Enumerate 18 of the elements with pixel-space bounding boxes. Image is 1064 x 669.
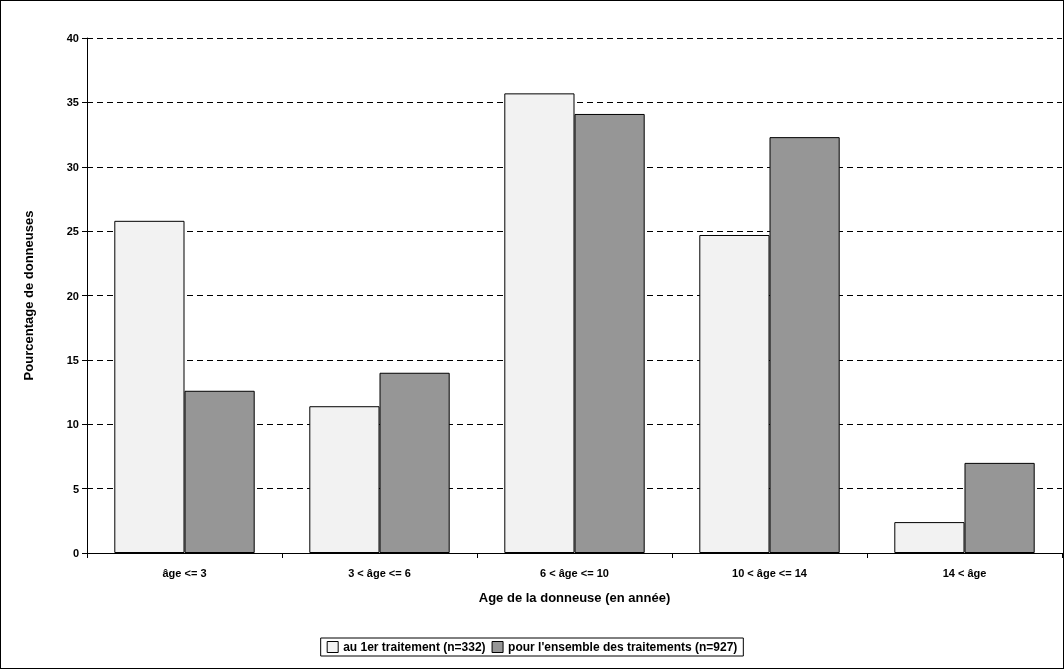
y-tick-label: 5 bbox=[72, 482, 79, 495]
y-tick-label: 40 bbox=[66, 32, 79, 44]
y-axis-title: Pourcentage de donneuses bbox=[21, 210, 36, 381]
legend-label: pour l'ensemble des traitements (n=927) bbox=[508, 640, 738, 654]
legend-label: au 1er traitement (n=332) bbox=[343, 640, 486, 654]
x-tick-label: 10 < âge <= 14 bbox=[732, 566, 808, 579]
y-tick-label: 25 bbox=[66, 225, 79, 238]
y-tick-label: 35 bbox=[66, 96, 79, 109]
x-tick-label: 3 < âge <= 6 bbox=[348, 566, 411, 579]
x-tick-label: âge <= 3 bbox=[162, 566, 207, 579]
y-tick-label: 0 bbox=[72, 547, 79, 559]
y-tick-label: 10 bbox=[66, 418, 79, 431]
x-tick-label: 14 < âge bbox=[942, 566, 987, 579]
y-tick-label: 15 bbox=[66, 353, 79, 366]
y-tick-label: 30 bbox=[66, 160, 79, 173]
x-axis-title: Age de la donneuse (en année) bbox=[478, 590, 671, 605]
x-tick-label: 6 < âge <= 10 bbox=[540, 566, 609, 579]
y-tick-label: 20 bbox=[66, 289, 79, 302]
